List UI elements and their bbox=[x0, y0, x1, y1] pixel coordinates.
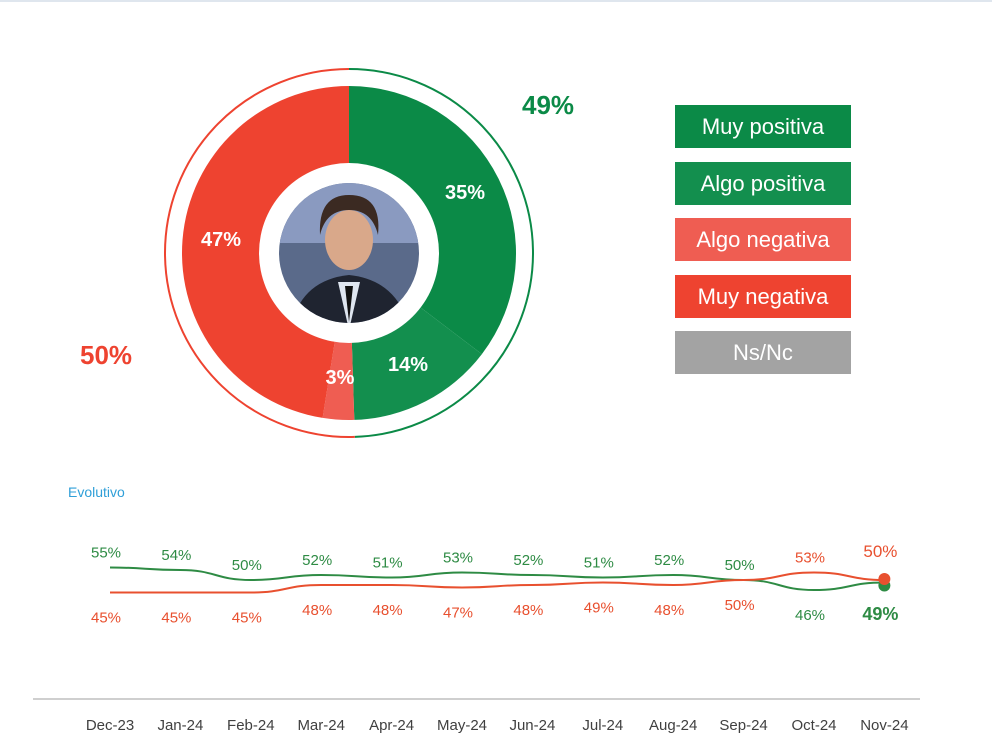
data-label-positiva: 51% bbox=[373, 555, 403, 572]
top-border bbox=[0, 0, 992, 2]
x-tick-label: Nov-24 bbox=[860, 717, 908, 734]
data-label-positiva: 52% bbox=[302, 552, 332, 569]
legend-algo-positiva: Algo positiva bbox=[675, 162, 851, 205]
x-tick-label: Mar-24 bbox=[297, 717, 345, 734]
line-chart-title: Evolutivo bbox=[68, 484, 125, 500]
legend-muy-negativa: Muy negativa bbox=[675, 275, 851, 318]
data-label-positiva: 49% bbox=[862, 604, 898, 624]
negative-total: 50% bbox=[80, 340, 133, 370]
x-tick-label: Apr-24 bbox=[369, 717, 414, 734]
data-label-negativa: 50% bbox=[725, 597, 755, 614]
legend-ns-nc: Ns/Nc bbox=[675, 331, 851, 374]
data-label-positiva: 50% bbox=[232, 557, 262, 574]
data-label-negativa: 49% bbox=[584, 600, 614, 617]
x-tick-label: Dec-23 bbox=[86, 717, 134, 734]
data-label-positiva: 55% bbox=[91, 545, 121, 562]
x-tick-label: May-24 bbox=[437, 717, 487, 734]
data-label-positiva: 52% bbox=[513, 552, 543, 569]
data-label-positiva: 52% bbox=[654, 552, 684, 569]
data-label-negativa: 48% bbox=[654, 602, 684, 619]
slice-label: 47% bbox=[201, 229, 241, 251]
slice-label: 35% bbox=[445, 182, 485, 204]
data-label-positiva: 51% bbox=[584, 555, 614, 572]
x-tick-label: Sep-24 bbox=[719, 717, 767, 734]
data-label-positiva: 54% bbox=[161, 547, 191, 564]
x-tick-label: Aug-24 bbox=[649, 717, 697, 734]
legend-algo-negativa: Algo negativa bbox=[675, 218, 851, 261]
data-label-negativa: 45% bbox=[232, 610, 262, 627]
data-label-negativa: 48% bbox=[513, 602, 543, 619]
data-label-negativa: 48% bbox=[302, 602, 332, 619]
line-negativa bbox=[110, 571, 885, 594]
data-label-negativa: 48% bbox=[373, 602, 403, 619]
data-label-positiva: 46% bbox=[795, 607, 825, 624]
data-label-negativa: 47% bbox=[443, 605, 473, 622]
x-tick-label: Jul-24 bbox=[582, 717, 623, 734]
x-tick-label: Feb-24 bbox=[227, 717, 275, 734]
outer-ring-positive bbox=[348, 68, 534, 438]
data-label-negativa: 53% bbox=[795, 550, 825, 567]
slice-label: 3% bbox=[326, 367, 355, 389]
positive-total: 49% bbox=[522, 90, 575, 120]
x-tick-label: Jan-24 bbox=[157, 717, 203, 734]
legend-muy-positiva: Muy positiva bbox=[675, 105, 851, 148]
data-label-negativa: 50% bbox=[863, 542, 897, 561]
slice-label: 14% bbox=[388, 354, 428, 376]
x-tick-label: Jun-24 bbox=[509, 717, 555, 734]
data-label-positiva: 50% bbox=[725, 557, 755, 574]
data-label-negativa: 45% bbox=[91, 610, 121, 627]
outer-ring-negative bbox=[164, 68, 355, 438]
end-marker-negativa bbox=[878, 573, 891, 585]
x-tick-label: Oct-24 bbox=[791, 717, 836, 734]
data-label-positiva: 53% bbox=[443, 550, 473, 567]
data-label-negativa: 45% bbox=[161, 610, 191, 627]
